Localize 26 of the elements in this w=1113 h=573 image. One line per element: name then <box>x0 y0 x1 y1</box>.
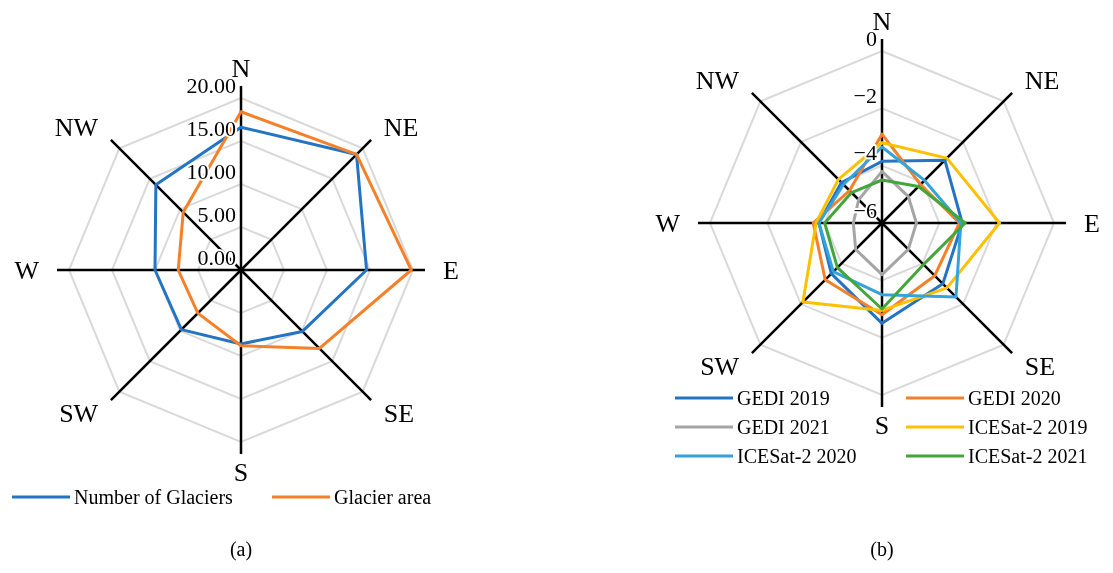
legend-label: ICESat-2 2020 <box>737 445 857 467</box>
spoke-label: NW <box>695 66 740 96</box>
spoke-label: NW <box>54 113 99 143</box>
spoke-label: NE <box>383 113 419 143</box>
spoke-label: SE <box>383 398 415 428</box>
text: (b) <box>870 538 894 561</box>
spoke-label: SW <box>59 398 99 428</box>
legend-label: Number of Glaciers <box>74 486 234 508</box>
spoke-label: W <box>655 209 681 239</box>
legend-label: ICESat-2 2019 <box>968 416 1088 438</box>
spoke-label: W <box>14 256 40 286</box>
y-tick-label: −2 <box>853 82 877 108</box>
text: (a) <box>229 538 253 561</box>
legend-label: GEDI 2020 <box>968 387 1061 409</box>
spoke-label: E <box>1084 209 1100 239</box>
spoke-label: S <box>874 411 890 441</box>
spoke-label: NE <box>1024 66 1060 96</box>
spoke-label: E <box>443 256 459 286</box>
spoke-label: SE <box>1024 351 1056 381</box>
y-tick-label: 5.00 <box>197 201 236 227</box>
legend-label: Glacier area <box>334 486 432 508</box>
spoke-label: SW <box>700 351 740 381</box>
legend-label: GEDI 2021 <box>737 416 830 438</box>
spoke-label: S <box>233 458 249 488</box>
legend-label: ICESat-2 2021 <box>968 445 1088 467</box>
legend-label: GEDI 2019 <box>737 387 830 409</box>
